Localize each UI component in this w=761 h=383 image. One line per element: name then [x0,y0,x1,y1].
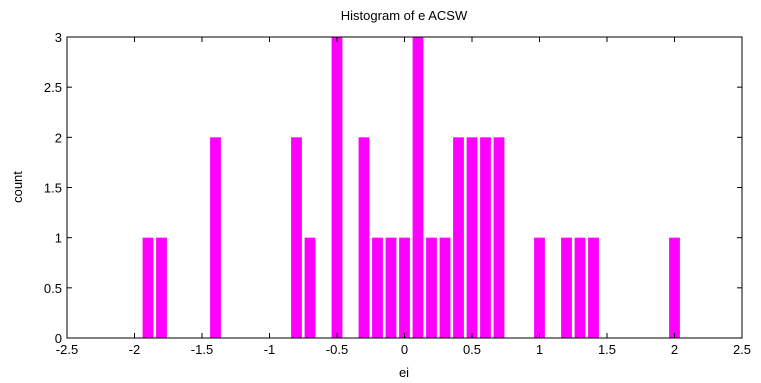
histogram-bar-5 [331,37,343,338]
y-tick-label: 0 [55,331,62,346]
x-axis-label: ei [399,365,409,380]
x-tick-label: 2.5 [733,342,751,357]
histogram-bar-13 [453,137,464,338]
histogram-bar-17 [534,237,545,338]
histogram-bar-0 [142,237,154,338]
histogram-bar-15 [480,137,491,338]
histogram-bar-12 [439,237,451,338]
y-tick-label: 2 [55,130,62,145]
x-tick-label: 2 [671,342,678,357]
x-tick-label: -1.5 [191,342,213,357]
x-tick-label: -2.5 [56,342,78,357]
histogram-bar-11 [426,237,437,338]
histogram-bar-4 [304,237,316,338]
x-tick-label: -1 [264,342,276,357]
histogram-bar-20 [588,237,599,338]
chart-title: Histogram of e ACSW [341,8,468,23]
x-tick-label: 0 [401,342,408,357]
bars-group [142,37,680,338]
histogram-bar-1 [156,237,167,338]
y-axis-label: count [10,171,25,203]
x-tick-label: 0.5 [463,342,481,357]
histogram-bar-7 [372,237,383,338]
histogram-bar-6 [358,137,370,338]
y-tick-label: 3 [55,30,62,45]
histogram-bar-18 [561,237,572,338]
x-tick-label: -0.5 [326,342,348,357]
y-tick-label: 1 [55,231,62,246]
histogram-bar-21 [669,237,680,338]
histogram-bar-8 [385,237,397,338]
histogram-bar-19 [574,237,586,338]
histogram-bar-2 [210,137,221,338]
y-tick-label: 1.5 [44,181,62,196]
y-tick-label: 0.5 [44,281,62,296]
histogram-bar-3 [291,137,302,338]
y-tick-label: 2.5 [44,80,62,95]
histogram-bar-16 [493,137,505,338]
y-axis-ticks: 0 0.5 1 1.5 2 2.5 3 [44,30,742,346]
x-tick-label: 1.5 [598,342,616,357]
histogram-bar-9 [399,237,410,338]
histogram-bar-10 [412,37,424,338]
x-tick-label: 1 [536,342,543,357]
histogram-bar-14 [466,137,478,338]
x-axis-ticks: -2.5 -2 -1.5 -1 -0.5 0 0.5 1 1.5 2 2.5 [56,37,751,357]
x-tick-label: -2 [129,342,141,357]
